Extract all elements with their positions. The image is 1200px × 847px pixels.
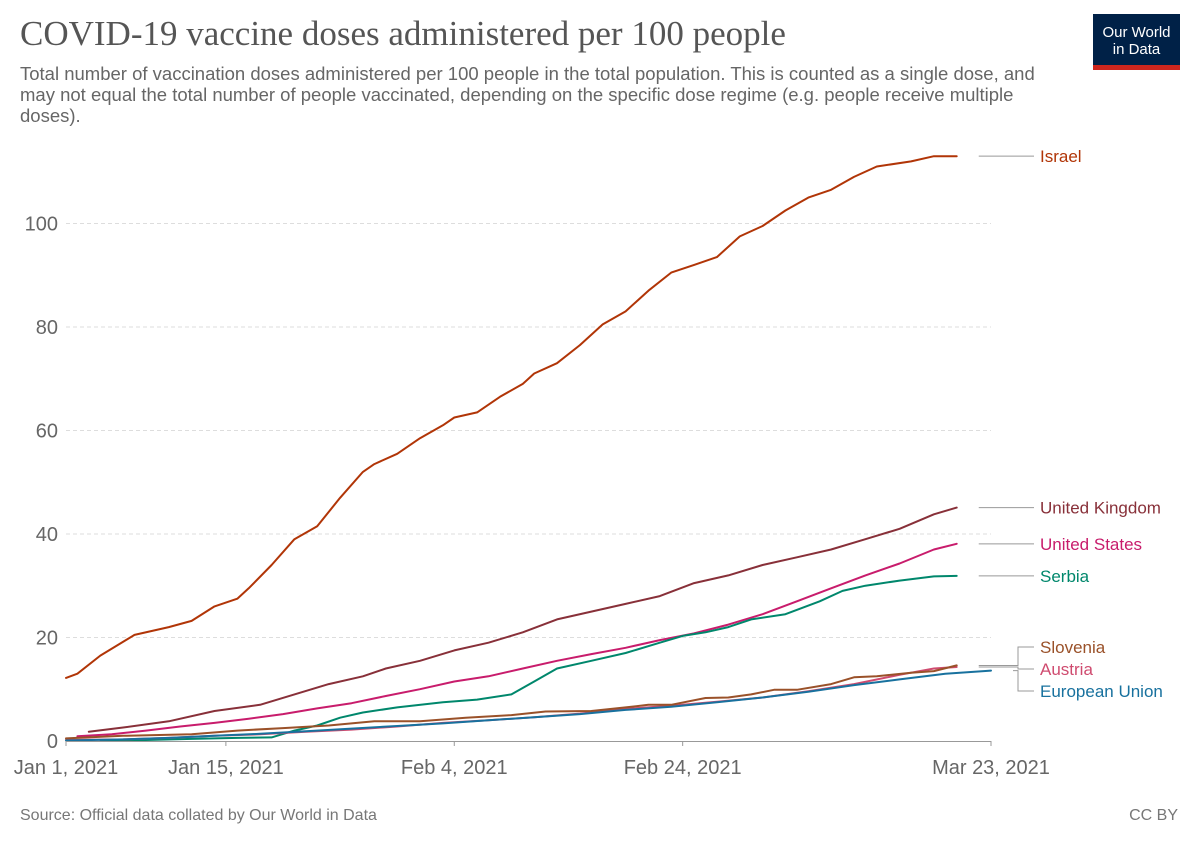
chart-title: COVID-19 vaccine doses administered per … <box>20 14 786 53</box>
x-tick-label: Jan 15, 2021 <box>168 757 284 779</box>
x-tick-label: Feb 24, 2021 <box>624 757 742 779</box>
source-note: Source: Official data collated by Our Wo… <box>20 807 377 824</box>
chart-subtitle: Total number of vaccination doses admini… <box>20 63 1035 126</box>
series-line <box>65 664 958 740</box>
y-tick-label: 100 <box>25 213 58 235</box>
series-line <box>87 506 958 733</box>
y-tick-label: 40 <box>36 524 58 546</box>
series-labels: Israel United Kingdom United States Serbia S… <box>978 147 1163 701</box>
series-line <box>65 155 958 679</box>
series-line <box>76 542 958 738</box>
series-label: Austria <box>1040 660 1093 679</box>
logo-line-1: Our World <box>1102 24 1171 41</box>
series-lines <box>65 155 992 742</box>
y-tick-label: 60 <box>36 420 58 442</box>
gridlines <box>66 222 991 638</box>
series-line <box>65 666 958 741</box>
label-connector <box>1013 670 1034 692</box>
y-tick-label: 80 <box>36 317 58 339</box>
series-label: Israel <box>1040 147 1082 166</box>
series-line <box>99 574 958 741</box>
license-link[interactable]: CC BY <box>1129 807 1178 824</box>
owid-logo[interactable]: Our World in Data <box>1093 14 1180 70</box>
y-tick-label: 20 <box>36 627 58 649</box>
series-label: Serbia <box>1040 567 1090 586</box>
series-label: United Kingdom <box>1040 499 1161 518</box>
label-connector <box>978 666 1034 670</box>
series-line <box>65 669 992 742</box>
label-connector <box>978 646 1034 666</box>
y-tick-label: 0 <box>47 731 58 753</box>
series-label: Slovenia <box>1040 638 1106 657</box>
axes: 0 20 40 60 80 100 Jan 1, 2021 Jan 15, 2021 Feb 4… <box>14 213 1050 779</box>
series-label: European Union <box>1040 682 1163 701</box>
x-tick-label: Jan 1, 2021 <box>14 757 119 779</box>
line-chart: 0 20 40 60 80 100 Jan 1, 2021 Jan 15, 2021 Feb 4… <box>14 147 1163 779</box>
logo-line-2: in Data <box>1112 41 1161 58</box>
x-tick-label: Mar 23, 2021 <box>932 757 1050 779</box>
series-label: United States <box>1040 535 1142 554</box>
x-tick-label: Feb 4, 2021 <box>401 757 508 779</box>
